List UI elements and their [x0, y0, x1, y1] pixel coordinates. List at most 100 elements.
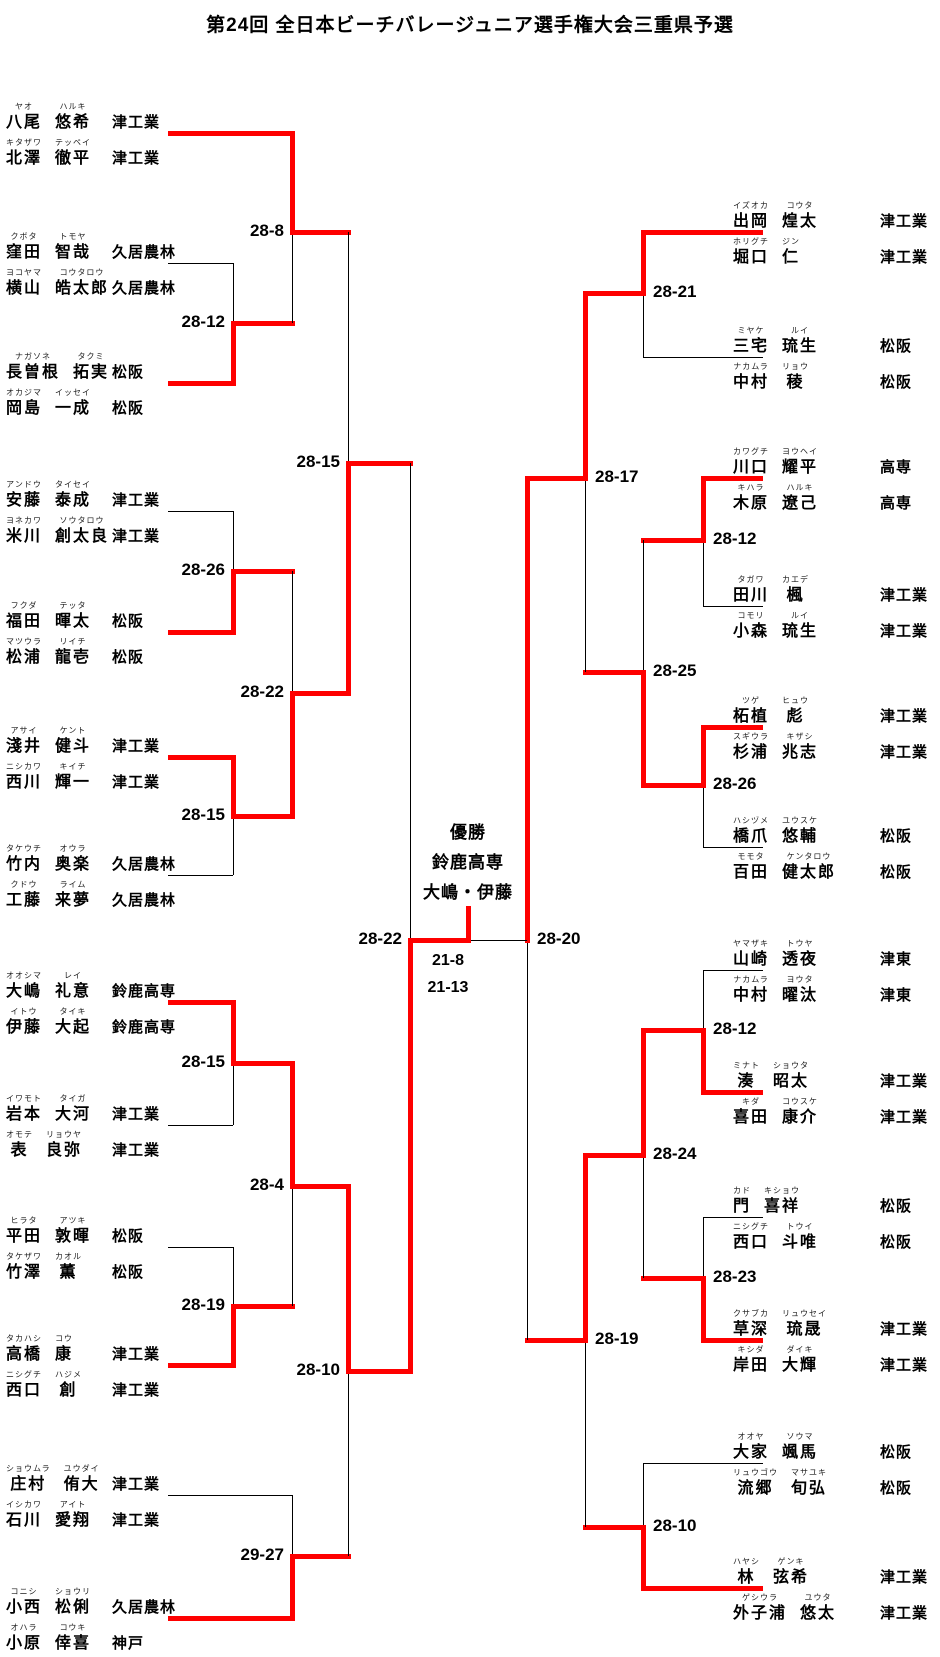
player-name-segment: モモタ 百田	[733, 852, 769, 883]
team-entry: ツゲ 柘植 ヒュウ彪津工業 スギウラ 杉浦 キザシ 兆志 津工業	[733, 696, 940, 768]
school-label: 久居農林	[112, 1599, 177, 1616]
bracket-line	[292, 571, 293, 693]
team-entry: カド門キショウ 喜祥 松阪 ニシグチ 西口 トウイ 斗唯 松阪	[733, 1186, 940, 1258]
player-name-segment: タカハシ 高橋	[6, 1334, 42, 1365]
school-label: 松阪	[880, 1444, 913, 1461]
match-score-label: 28-19	[181, 1295, 225, 1314]
player-name: 竹澤	[6, 1264, 43, 1281]
player-furigana: トウヤ	[786, 939, 814, 948]
player-name: 長曽根	[6, 364, 61, 381]
player-name: 曜汰	[782, 987, 819, 1004]
player-name-segment: ナカムラ 中村	[733, 362, 769, 393]
player-name: 徹平	[55, 150, 92, 167]
player-name-segment: カワグチ 川口	[733, 447, 769, 478]
school-label: 津工業	[880, 1605, 929, 1622]
player-furigana: オオシマ	[6, 971, 42, 980]
player-name: 松浦	[6, 649, 43, 666]
player-name-segment: タイキ 大起	[55, 1007, 91, 1038]
team-entry: カワグチ 川口 ヨウヘイ 耀平 高専 キハラ 木原 ハルキ 遼己 高専	[733, 447, 940, 519]
player-name: 喜田	[733, 1109, 770, 1126]
bracket-line	[643, 1463, 644, 1527]
player-row: ヨコヤマ 横山 コウタロウ 皓太郎	[6, 268, 122, 299]
player-name: 敦暉	[55, 1228, 92, 1245]
school-label: 久居農林	[112, 244, 177, 261]
player-row: オモテ表リョウヤ 良弥	[6, 1130, 95, 1161]
player-furigana: コモリ	[737, 611, 765, 620]
winner-line	[290, 1061, 295, 1189]
player-furigana: タケザワ	[6, 1252, 42, 1261]
player-furigana: キザシ	[786, 732, 814, 741]
player-name-segment: オウラ 奥楽	[55, 844, 91, 875]
player-furigana: ショウタ	[773, 1061, 809, 1070]
player-name: 三宅	[733, 338, 770, 355]
player-furigana: フクダ	[10, 601, 38, 610]
team-entry: ミナト湊ショウタ 昭太 津工業 キダ 喜田 コウスケ 康介 津工業	[733, 1061, 940, 1133]
winner-line	[231, 321, 295, 326]
school-label: 津工業	[880, 249, 929, 266]
player-furigana: リョウ	[782, 362, 810, 371]
player-furigana: ルイ	[791, 326, 810, 335]
player-furigana: ユウダイ	[63, 1464, 100, 1473]
winner-line	[168, 1616, 295, 1621]
winner-line	[641, 230, 763, 235]
player-furigana: キダ	[742, 1097, 760, 1106]
player-name: 中村	[733, 987, 770, 1004]
player-furigana: コウタロウ	[59, 268, 105, 277]
player-furigana: タカハシ	[6, 1334, 42, 1343]
player-name: 湊	[737, 1073, 756, 1090]
player-furigana: キハラ	[737, 483, 765, 492]
school-label: 津工業	[112, 528, 161, 545]
player-name: 楓	[786, 587, 805, 604]
match-score-label: 28-19	[595, 1329, 639, 1348]
winner-line	[290, 691, 295, 819]
bracket-line	[233, 263, 234, 323]
player-name: 流郷	[737, 1480, 774, 1497]
player-name-segment: ソウマ 颯馬	[782, 1432, 818, 1463]
player-furigana: ヤオ	[15, 102, 33, 111]
player-furigana: アサイ	[10, 726, 38, 735]
player-furigana: トウイ	[786, 1222, 814, 1231]
player-furigana: テッタ	[59, 601, 87, 610]
player-furigana: ソウマ	[786, 1432, 814, 1441]
player-name-segment: コウタロウ 皓太郎	[55, 268, 109, 299]
player-furigana: リュウゴウ	[733, 1468, 778, 1477]
winner-line	[290, 131, 295, 235]
winner-line	[583, 670, 646, 675]
player-furigana: キタザワ	[6, 138, 42, 147]
winner-line	[290, 230, 351, 235]
player-name-segment: ショウリ 松俐	[55, 1587, 91, 1618]
team-entry: オオシマ 大嶋 レイ 礼意 鈴鹿高専 イトウ 伊藤 タイキ 大起 鈴鹿高専	[6, 971, 216, 1043]
match-score-label: 28-15	[181, 1052, 225, 1071]
school-label: 松阪	[880, 374, 913, 391]
player-name: 悠輔	[782, 828, 819, 845]
player-name-segment: ナガソネ 長曽根	[6, 352, 60, 383]
winner-line	[525, 476, 588, 481]
player-name: 小森	[733, 623, 770, 640]
player-name-segment: マサユキ 旬弘	[791, 1468, 827, 1499]
winner-line	[701, 1338, 763, 1343]
player-furigana: ヨネカワ	[6, 516, 42, 525]
school-label: 松阪	[112, 400, 145, 417]
player-name-segment: クドウ 工藤	[6, 880, 42, 911]
player-name: 智哉	[55, 244, 92, 261]
bracket-line	[168, 263, 233, 264]
player-name-segment: ルイ 琉生	[782, 611, 818, 642]
player-name: 伊藤	[6, 1019, 43, 1036]
player-row: オオシマ 大嶋 レイ 礼意	[6, 971, 104, 1002]
player-row: キダ 喜田 コウスケ 康介	[733, 1097, 831, 1128]
bracket-line	[348, 232, 349, 463]
player-furigana: ヒュウ	[782, 696, 810, 705]
winner-line	[701, 725, 706, 788]
player-name: 西口	[733, 1234, 770, 1251]
winner-line	[168, 1363, 236, 1368]
player-name: 泰成	[55, 492, 92, 509]
bracket-line	[703, 540, 704, 606]
winner-line	[641, 1028, 706, 1033]
winner-line	[168, 630, 236, 635]
player-row: ヒラタ 平田 アツキ 敦暉	[6, 1216, 104, 1247]
school-label: 松阪	[112, 613, 145, 630]
player-furigana: ハヤシ	[733, 1557, 760, 1566]
player-row: タガワ 田川 カエデ楓	[733, 575, 822, 606]
school-label: 津工業	[112, 774, 161, 791]
player-row: イシカワ 石川 アイト 愛翔	[6, 1500, 104, 1531]
